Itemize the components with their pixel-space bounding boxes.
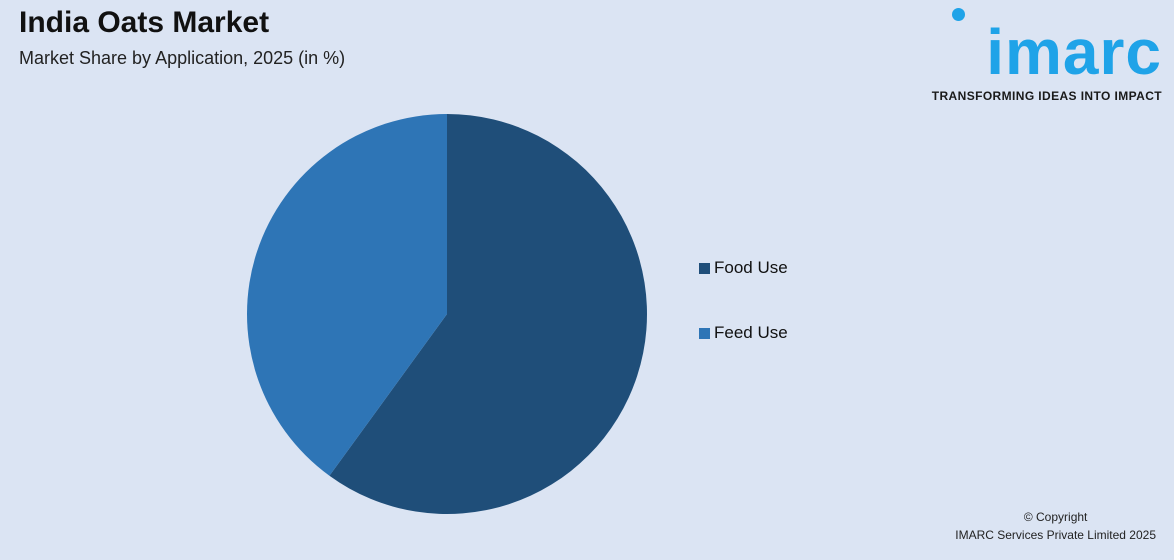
- logo-wordmark: imarc: [986, 16, 1162, 88]
- logo-dot-icon: [952, 8, 965, 21]
- copyright-footer: © Copyright IMARC Services Private Limit…: [955, 508, 1156, 544]
- legend-swatch-food-use: [699, 262, 710, 274]
- company-line: IMARC Services Private Limited 2025: [955, 528, 1156, 542]
- chart-title: India Oats Market: [19, 6, 270, 39]
- chart-subtitle: Market Share by Application, 2025 (in %): [19, 48, 346, 68]
- legend-item-feed-use: Feed Use: [699, 321, 788, 345]
- legend-item-food-use: Food Use: [699, 256, 788, 280]
- pie-slice-food-use: [329, 114, 647, 515]
- chart-legend: Food Use Feed Use: [699, 256, 788, 386]
- pie-slice-feed-use: [247, 114, 447, 476]
- legend-label-feed-use: Feed Use: [714, 323, 788, 342]
- legend-label-food-use: Food Use: [714, 258, 788, 277]
- imarc-logo: imarc TRANSFORMING IDEAS INTO IMPACT: [922, 6, 1162, 106]
- legend-swatch-feed-use: [699, 327, 710, 339]
- copyright-line: © Copyright: [1023, 510, 1088, 524]
- logo-tagline: TRANSFORMING IDEAS INTO IMPACT: [931, 89, 1162, 103]
